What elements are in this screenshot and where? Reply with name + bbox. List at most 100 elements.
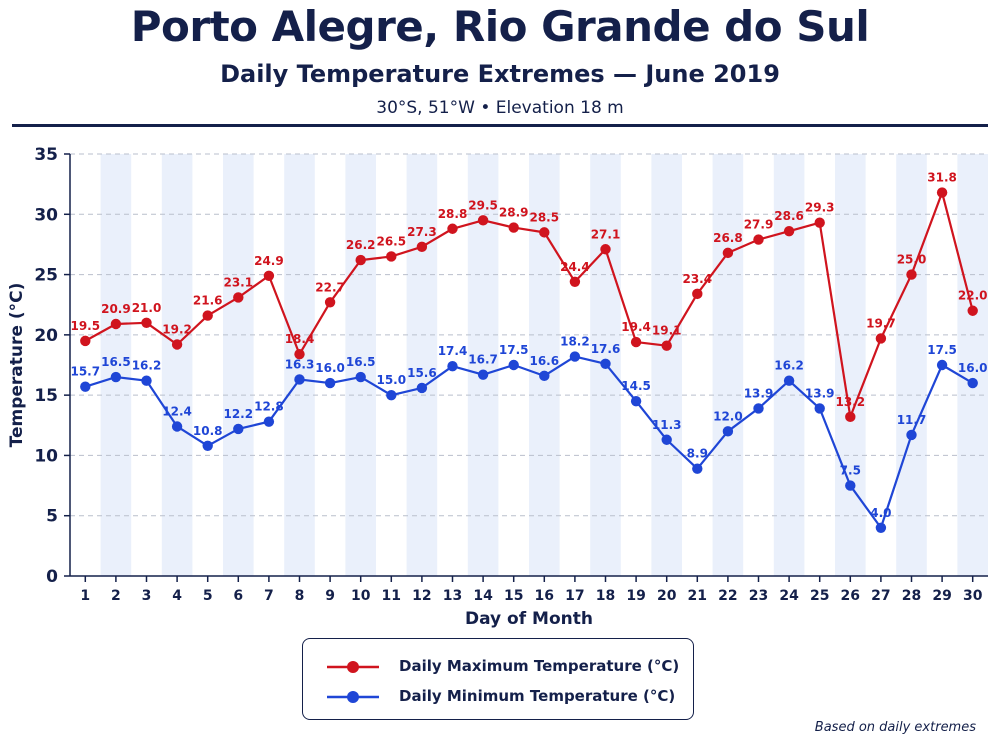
x-tick-label: 4 [172,588,182,604]
background-band [957,154,988,576]
data-label-min: 15.6 [407,366,437,380]
y-tick-label: 15 [34,386,58,406]
data-label-max: 24.9 [254,254,284,268]
x-tick-label: 23 [749,588,768,604]
background-band [896,154,927,576]
data-label-min: 13.9 [744,386,774,400]
data-point-min [722,426,734,437]
data-label-min: 16.5 [346,355,376,369]
data-point-min [814,403,825,414]
header-divider [12,124,988,127]
y-tick-label: 5 [46,507,58,527]
data-point-max [814,217,825,228]
data-label-max: 19.5 [70,319,100,333]
data-label-min: 17.6 [591,342,621,356]
y-tick-label: 25 [34,266,58,286]
data-label-max: 26.2 [346,238,376,252]
data-label-max: 19.1 [652,324,682,338]
data-label-max: 28.6 [774,209,804,223]
x-tick-label: 1 [80,588,90,604]
y-tick-label: 35 [34,145,58,165]
legend: Daily Maximum Temperature (°C) Daily Min… [302,638,694,720]
x-tick-label: 19 [626,588,645,604]
x-tick-label: 9 [325,588,335,604]
data-label-max: 28.9 [499,206,529,220]
data-point-max [233,292,244,303]
background-band [284,154,315,576]
data-label-min: 17.4 [438,344,468,358]
data-label-min: 16.6 [529,354,559,368]
data-point-max [539,227,550,238]
data-label-min: 18.2 [560,335,590,349]
y-axis-title: Temperature (°C) [7,283,27,448]
background-band [712,154,744,576]
data-label-min: 4.0 [870,506,891,520]
x-tick-label: 11 [382,588,401,604]
data-point-min [416,382,428,394]
data-point-max [722,247,734,259]
data-label-max: 23.1 [223,275,253,289]
x-tick-label: 30 [963,588,983,604]
data-point-max [416,241,428,253]
x-tick-label: 24 [779,588,799,604]
data-point-max [569,276,581,288]
data-point-min [386,389,397,401]
data-point-max [110,318,122,330]
data-point-max [263,270,275,281]
y-tick-label: 0 [46,567,58,587]
data-point-min [294,374,305,385]
x-tick-label: 20 [657,588,677,604]
data-label-max: 28.5 [529,210,559,224]
x-tick-label: 26 [841,588,860,604]
y-tick-label: 10 [34,446,58,466]
data-point-min [171,421,183,432]
data-label-min: 15.0 [376,373,406,387]
legend-entry-min: Daily Minimum Temperature (°C) [303,685,693,709]
data-label-min: 17.5 [499,343,529,357]
x-tick-label: 8 [295,588,305,604]
data-point-min [477,369,489,380]
data-label-max: 24.4 [560,260,590,274]
data-point-min [967,377,978,389]
data-point-min [600,358,611,369]
x-tick-label: 5 [203,588,213,604]
data-point-min [875,522,887,533]
legend-entry-max: Daily Maximum Temperature (°C) [303,655,693,679]
data-point-min [447,361,458,372]
data-point-max [906,269,917,280]
data-point-min [233,423,244,435]
data-point-min [692,463,703,474]
x-tick-label: 27 [871,588,890,604]
data-label-min: 11.7 [897,413,927,427]
data-label-max: 23.4 [682,272,712,286]
data-label-max: 18.4 [285,332,315,346]
data-point-min [263,416,275,427]
footnote: Based on daily extremes [814,720,976,735]
x-tick-label: 28 [902,588,921,604]
data-label-max: 27.1 [591,227,621,241]
data-point-max [783,225,795,237]
background-band [161,154,193,576]
data-label-max: 19.7 [866,316,896,330]
chart-subtitle: Daily Temperature Extremes — June 2019 [220,60,780,88]
data-point-min [661,434,672,445]
y-tick-label: 20 [34,326,58,346]
chart-title: Porto Alegre, Rio Grande do Sul [130,2,870,51]
background-band [345,154,376,576]
data-label-max: 19.4 [621,320,651,334]
background-band [651,154,682,576]
data-point-max [845,411,856,423]
data-label-max: 22.7 [315,280,345,294]
x-tick-label: 15 [504,588,523,604]
data-label-min: 12.2 [223,407,253,421]
data-point-min [906,429,917,441]
legend-swatch-min-icon [327,691,379,703]
data-label-min: 12.8 [254,400,284,414]
data-point-max [661,340,672,351]
data-label-max: 28.8 [438,207,468,221]
data-label-max: 26.8 [713,231,743,245]
data-point-min [110,371,122,383]
x-tick-label: 2 [111,588,121,604]
data-label-min: 13.9 [805,386,835,400]
